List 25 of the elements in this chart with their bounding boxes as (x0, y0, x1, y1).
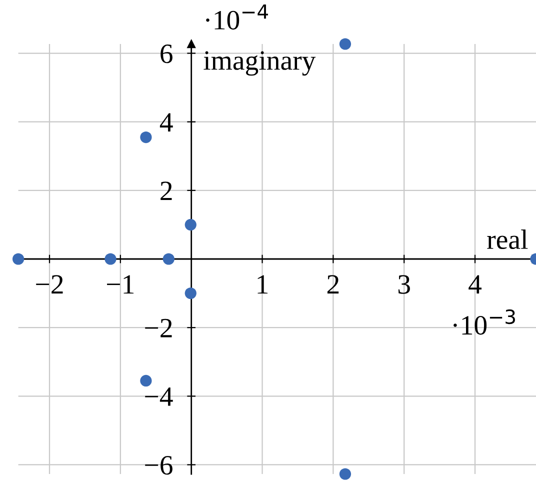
point (339, 38, 352, 50)
x-tick-label: −1 (107, 275, 134, 294)
point (162, 253, 174, 265)
point (339, 468, 352, 480)
x-tick-label: 2 (327, 275, 339, 294)
y-tick-label: 4 (160, 113, 173, 132)
text: ·10$^{−4}$ (206, 4, 268, 30)
x-tick-label: 1 (258, 275, 268, 294)
annotation: ·10$^{−3}$ (454, 309, 515, 335)
y-tick-label: 6 (160, 44, 172, 64)
x-tick-label: −2 (36, 275, 63, 294)
y-tick-label: −2 (145, 318, 172, 338)
y-tick-label: −6 (145, 456, 172, 475)
x-tick-label: 4 (468, 275, 482, 294)
point (140, 374, 152, 387)
point (104, 253, 116, 265)
y-tick-label: 2 (160, 182, 172, 200)
x-tick-label: 3 (398, 275, 410, 294)
point (12, 253, 24, 265)
point (184, 218, 196, 231)
y-tick-label: −4 (145, 388, 173, 406)
y-axis-title: imaginary (204, 51, 316, 76)
x-axis-title: real (487, 230, 528, 250)
point (140, 131, 152, 144)
point (184, 287, 196, 300)
